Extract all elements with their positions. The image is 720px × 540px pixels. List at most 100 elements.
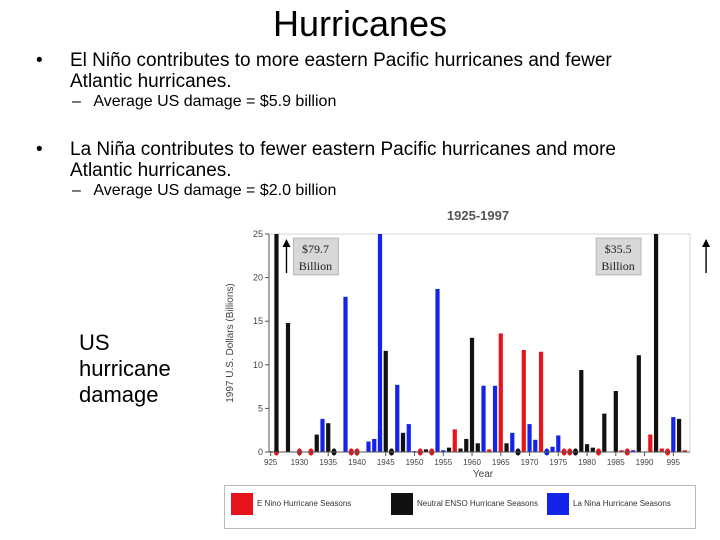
chart-legend: E Nino Hurricane Seasons Neutral ENSO Hu… — [224, 485, 696, 529]
bar — [619, 450, 624, 452]
bar — [550, 446, 555, 452]
x-tick-label: 1930 — [291, 458, 309, 467]
annotation-box — [595, 237, 642, 276]
bar — [464, 438, 469, 452]
x-tick-label: 995 — [667, 458, 681, 467]
bar — [510, 432, 515, 452]
bar — [487, 449, 492, 452]
bar — [671, 417, 676, 452]
sub-bullet-marker: – — [72, 182, 81, 199]
bar — [458, 448, 463, 452]
x-tick-label: 1970 — [521, 458, 539, 467]
bullet-la-nina: • La Niña contributes to fewer eastern P… — [36, 139, 676, 183]
y-tick-label: 15 — [253, 316, 263, 326]
bar — [653, 234, 659, 452]
bar — [372, 438, 377, 452]
bar — [435, 288, 440, 452]
annotation-box — [293, 237, 339, 276]
y-tick-label: 25 — [253, 229, 263, 239]
bar — [423, 449, 429, 452]
chart-title: 1925-1997 — [447, 208, 509, 223]
x-tick-label: 1940 — [348, 458, 366, 467]
x-tick-label: 1960 — [463, 458, 481, 467]
bar — [579, 370, 584, 452]
bar — [395, 384, 400, 452]
sub-bullet-el-nino: – Average US damage = $5.9 billion — [72, 93, 336, 111]
bar — [676, 418, 682, 452]
y-tick-label: 0 — [258, 447, 263, 457]
x-axis-label: Year — [473, 469, 494, 480]
y-tick-label: 20 — [253, 273, 263, 283]
sub-bullet-text: Average US damage = $2.0 billion — [93, 182, 337, 199]
bar — [504, 443, 509, 452]
x-tick-label: 1945 — [377, 458, 395, 467]
bullet-marker: • — [36, 139, 43, 160]
bullet-marker: • — [36, 50, 43, 71]
annotation-arrow-head — [702, 239, 711, 247]
bar — [521, 349, 526, 452]
bar — [602, 413, 607, 452]
y-tick-label: 5 — [258, 403, 263, 413]
annotation-unit: Billion — [299, 259, 332, 273]
bar — [556, 435, 561, 452]
y-axis-label: 1997 U.S. Dollars (Billions) — [225, 283, 236, 403]
bullet-text: El Niño contributes to more eastern Paci… — [70, 50, 612, 92]
bar — [452, 429, 457, 452]
x-tick-label: 1990 — [636, 458, 654, 467]
bar — [527, 424, 532, 452]
annotation-unit: Billion — [601, 259, 634, 273]
bar — [400, 432, 406, 452]
x-tick-label: 1965 — [492, 458, 510, 467]
annotation-arrow-head — [282, 239, 291, 247]
bar — [538, 351, 544, 452]
sub-bullet-la-nina: – Average US damage = $2.0 billion — [72, 182, 336, 200]
legend-label: E Nino Hurricane Seasons — [257, 499, 352, 508]
x-tick-label: 1935 — [319, 458, 337, 467]
legend-swatch — [547, 493, 569, 515]
bar — [613, 390, 618, 452]
bar — [377, 234, 383, 452]
bar — [492, 385, 498, 452]
bar — [498, 333, 503, 452]
bar — [481, 385, 486, 452]
legend-label: La Nina Hurricane Seasons — [573, 499, 671, 508]
bar — [343, 296, 348, 452]
bar — [590, 447, 595, 452]
bar — [446, 447, 452, 452]
bar — [320, 418, 325, 452]
x-tick-label: 1985 — [607, 458, 625, 467]
bar — [648, 434, 653, 452]
slide-title: Hurricanes — [272, 3, 448, 44]
bar — [441, 450, 446, 452]
legend-swatch — [391, 493, 413, 515]
bar — [274, 234, 279, 452]
annotation-value: $79.7 — [302, 242, 329, 256]
x-tick-label: 1975 — [549, 458, 567, 467]
bar — [326, 423, 331, 452]
annotation-value: $35.5 — [605, 242, 632, 256]
x-tick-label: 1950 — [406, 458, 424, 467]
bar — [383, 350, 388, 452]
bar — [659, 448, 664, 452]
side-label: US hurricane damage — [79, 330, 171, 407]
sub-bullet-marker: – — [72, 93, 81, 110]
bar — [406, 424, 411, 452]
sub-bullet-text: Average US damage = $5.9 billion — [93, 93, 337, 110]
bar — [314, 434, 319, 452]
bar — [636, 355, 641, 452]
bar — [584, 444, 590, 452]
x-tick-label: 925 — [264, 458, 278, 467]
bar — [475, 443, 480, 452]
x-tick-label: 1980 — [578, 458, 596, 467]
bullet-text: La Niña contributes to fewer eastern Pac… — [70, 139, 616, 181]
bullet-el-nino: • El Niño contributes to more eastern Pa… — [36, 50, 676, 94]
y-tick-label: 10 — [253, 360, 263, 370]
bar — [533, 439, 538, 452]
bar — [366, 441, 371, 452]
bar — [469, 337, 475, 452]
bar — [682, 450, 687, 452]
legend-label: Neutral ENSO Hurricane Seasons — [417, 499, 538, 508]
x-tick-label: 1955 — [434, 458, 452, 467]
bar — [285, 322, 291, 452]
